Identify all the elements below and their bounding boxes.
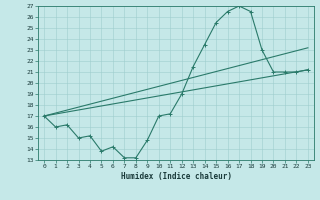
- X-axis label: Humidex (Indice chaleur): Humidex (Indice chaleur): [121, 172, 231, 181]
